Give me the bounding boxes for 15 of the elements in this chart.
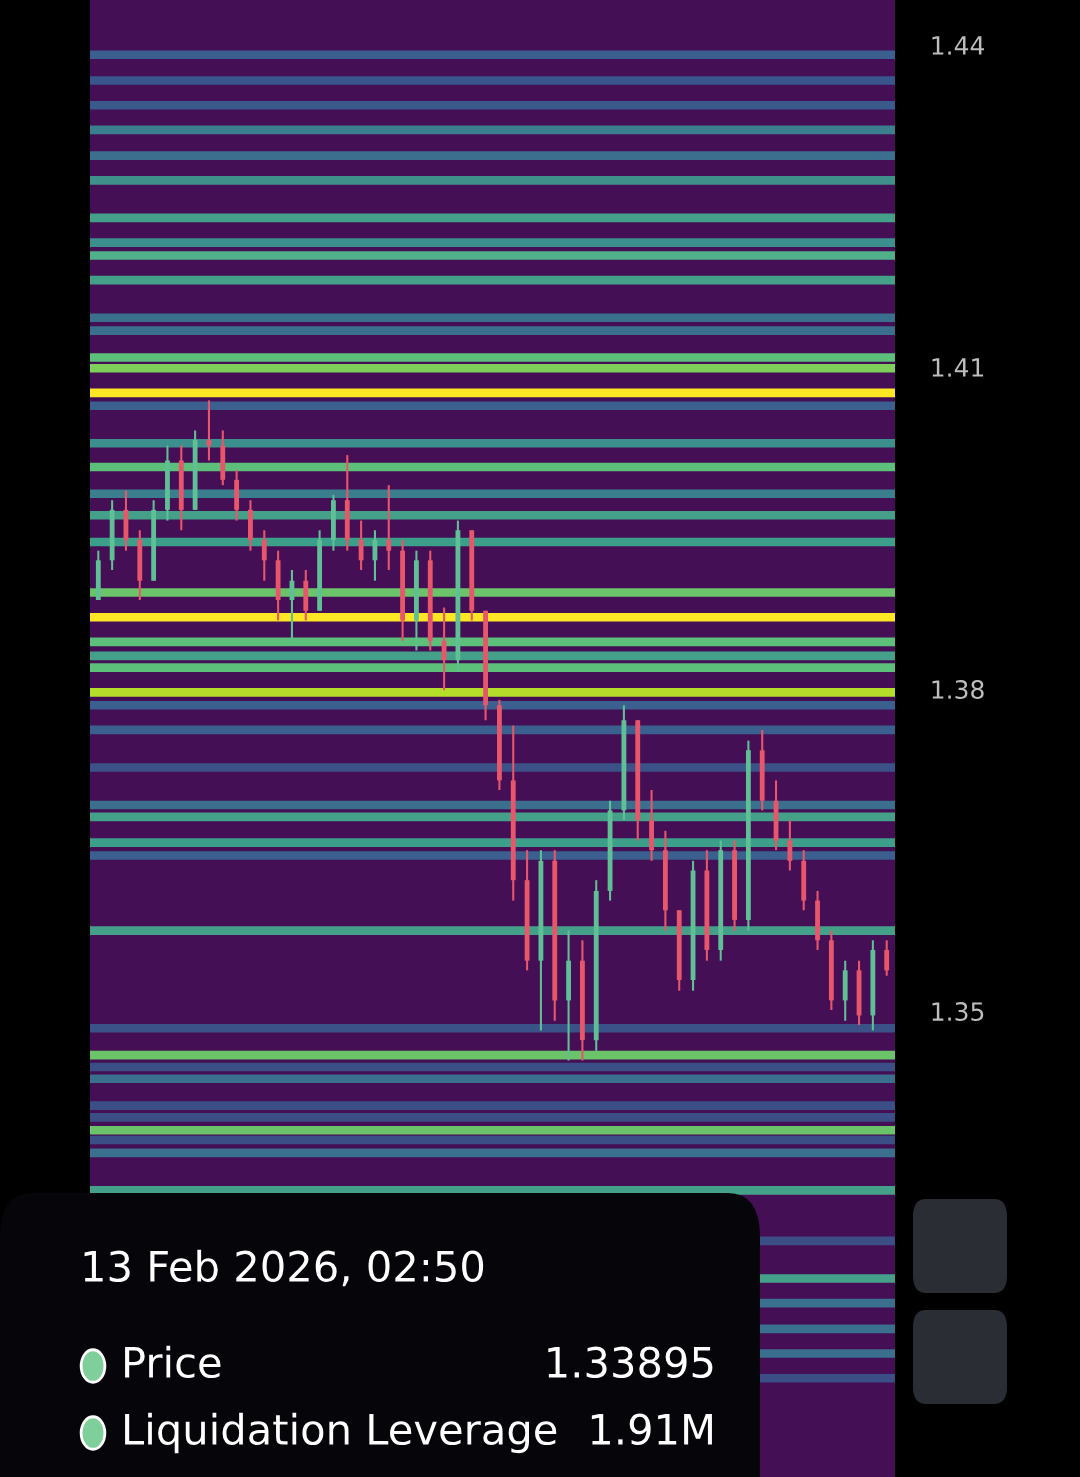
annotation: 1.33895 <box>548 1346 713 1379</box>
annotation: 1.91M <box>591 1413 712 1446</box>
y-tick-label: 1.41 <box>932 358 984 377</box>
candlestick <box>884 939 890 977</box>
annotation: 13 Feb 2026, 02:50 <box>84 1249 484 1287</box>
annotation: Liquidation Leverage <box>125 1412 557 1454</box>
candlestick <box>386 484 392 572</box>
y-tick-label: 1.35 <box>932 1002 984 1021</box>
candlestick <box>261 529 267 582</box>
y-tick-label: 1.38 <box>932 680 984 699</box>
candlestick <box>441 606 447 692</box>
y-tick-label: 1.44 <box>932 36 984 55</box>
candlestick <box>358 519 364 572</box>
candlestick <box>787 819 793 872</box>
annotation: Price <box>125 1345 221 1379</box>
